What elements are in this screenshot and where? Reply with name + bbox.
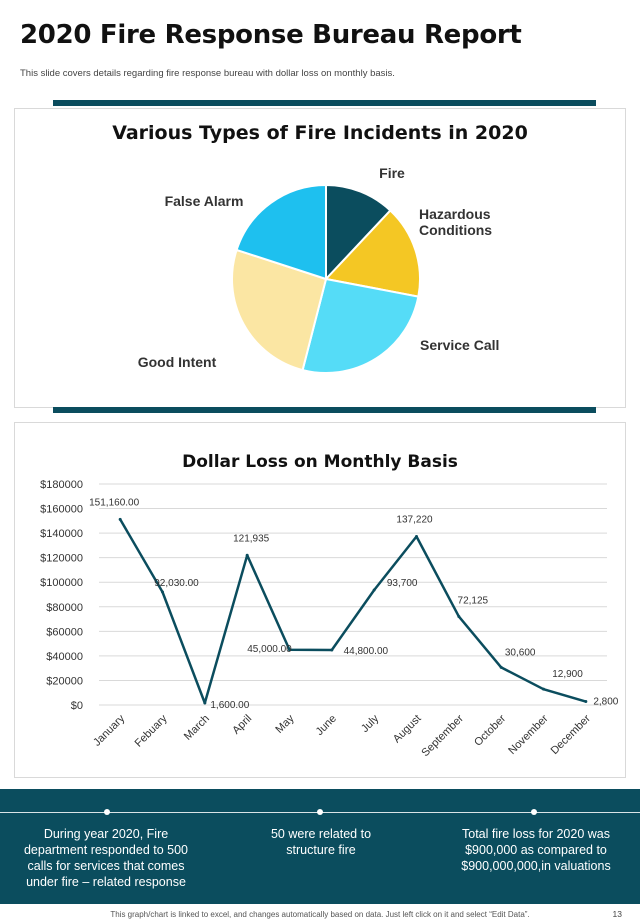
data-point (288, 648, 291, 652)
pie-chart: Fire Hazardous Conditions Service Call Good … (138, 165, 499, 375)
y-tick-label: $60000 (46, 626, 83, 638)
data-label: 12,900 (552, 669, 583, 680)
line-chart: $0 $20000 $40000 $60000 $80000 $100000 $120000… (40, 479, 619, 759)
data-label: 121,935 (233, 533, 270, 544)
x-tick-label: January (91, 712, 128, 749)
y-tick-label: $80000 (46, 602, 83, 614)
page-number: 13 (612, 909, 622, 919)
x-tick-label: July (359, 712, 382, 735)
y-tick-label: $160000 (40, 504, 83, 516)
line-chart-panel: Dollar Loss on Monthly Basis $0 $20000 $40… (14, 422, 626, 778)
pie-slice-fire (325, 183, 392, 282)
footer-note: This graph/chart is linked to excel, and… (110, 910, 530, 919)
data-point (245, 553, 249, 557)
pie-label-false-alarm: False Alarm (165, 193, 244, 209)
pie-label-service-call: Service Call (420, 337, 499, 353)
y-tick-label: $0 (71, 700, 83, 712)
footer-item-structure: 50 were related to structure fire (270, 827, 372, 857)
pie-slice-hazardous-conditions (324, 209, 421, 298)
pie-chart-panel: Various Types of Fire Incidents in 2020 … (14, 108, 626, 408)
pie-slice-good-intent (231, 248, 328, 372)
data-label: 1,600.00 (210, 700, 249, 711)
data-point (161, 590, 164, 594)
data-point (542, 687, 545, 691)
pie-label-fire: Fire (379, 165, 405, 181)
footer-item-calls: During year 2020, Fire department respon… (23, 827, 188, 889)
accent-bar-bottom (53, 407, 596, 413)
accent-bar-top (53, 100, 596, 106)
data-point (415, 535, 418, 539)
x-tick-label: August (391, 713, 424, 746)
pie-label-good-intent: Good Intent (138, 354, 217, 370)
footer-dot (531, 809, 537, 815)
y-tick-label: $100000 (40, 577, 83, 589)
data-label: 151,160.00 (89, 497, 139, 508)
x-tick-label: October (472, 712, 508, 748)
data-point (499, 665, 503, 669)
pie-chart-title: Various Types of Fire Incidents in 2020 (112, 122, 528, 144)
footer-dot (317, 809, 323, 815)
x-tick-label: November (506, 712, 551, 757)
x-tick-label: April (230, 713, 254, 737)
pie-slice-service-call (301, 277, 420, 375)
data-label: 2,800 (593, 697, 618, 708)
x-tick-label: December (549, 712, 594, 757)
y-tick-label: $20000 (46, 675, 83, 687)
page-title: 2020 Fire Response Bureau Report (20, 20, 522, 50)
data-point (203, 701, 207, 705)
data-label: 93,700 (387, 578, 418, 589)
data-label: 45,000.00 (247, 644, 292, 655)
data-point (584, 700, 588, 704)
x-tick-label: May (273, 712, 297, 736)
footer-dot (104, 809, 110, 815)
data-point (457, 614, 461, 618)
x-tick-label: Febuary (133, 712, 170, 749)
x-tick-label: September (419, 712, 466, 759)
data-label: 92,030.00 (154, 578, 199, 589)
data-point (118, 517, 122, 521)
data-label: 137,220 (396, 515, 433, 526)
y-tick-label: $140000 (40, 528, 83, 540)
x-tick-label: March (182, 713, 212, 743)
series-line (119, 518, 587, 705)
footer-item-total-loss: Total fire loss for 2020 was $900,000 as… (461, 827, 611, 873)
data-point (330, 648, 334, 652)
page-subtitle: This slide covers details regarding fire… (20, 68, 395, 79)
x-tick-label: June (314, 713, 339, 738)
data-label: 72,125 (458, 595, 489, 606)
line-chart-title: Dollar Loss on Monthly Basis (182, 452, 458, 472)
footer-band: During year 2020, Fire department respon… (0, 789, 640, 904)
y-tick-label: $40000 (46, 651, 83, 663)
pie-label-hazardous-conditions: Hazardous Conditions (419, 206, 492, 238)
y-tick-label: $120000 (40, 553, 83, 565)
data-point (372, 588, 376, 592)
pie-slice-false-alarm (235, 183, 327, 281)
data-label: 30,600 (505, 647, 536, 658)
data-label: 44,800.00 (344, 646, 389, 657)
y-tick-label: $180000 (40, 479, 83, 491)
